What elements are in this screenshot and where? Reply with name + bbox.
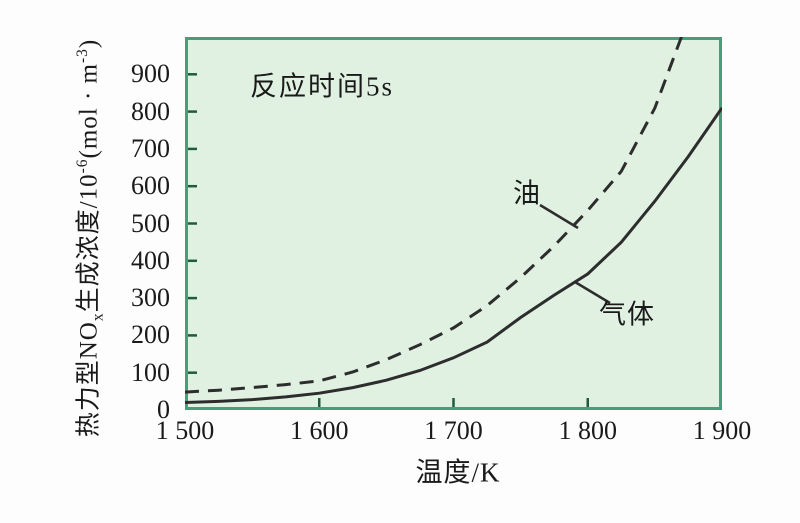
y-tick-label: 400	[131, 245, 170, 275]
y-tick-label: 800	[131, 96, 170, 126]
leader-line	[574, 280, 611, 305]
x-tick-label: 1 900	[692, 416, 752, 445]
axis-frame	[185, 37, 722, 410]
curve-label-oil: 油	[513, 178, 541, 209]
x-tick-label: 1 600	[290, 416, 349, 445]
chart-canvas	[185, 37, 722, 410]
y-tick-label: 500	[131, 208, 170, 238]
y-tick-label: 200	[131, 320, 170, 350]
annotation-reaction-time: 反应时间5s	[249, 71, 395, 102]
x-tick-label: 1 700	[424, 416, 483, 445]
curve-label-gas: 气体	[599, 299, 655, 330]
y-tick-label: 700	[131, 133, 170, 163]
y-tick-label: 300	[131, 283, 170, 313]
y-axis-title-subscript: x	[89, 312, 107, 322]
curve-gas	[185, 107, 722, 404]
x-axis-title: 温度/K	[415, 457, 501, 488]
curve-oil	[185, 37, 684, 394]
y-tick-label: 0	[157, 395, 170, 424]
plot-area	[185, 37, 722, 410]
y-tick-label: 600	[131, 171, 170, 201]
y-tick-label: 100	[131, 357, 170, 387]
x-tick-label: 1 500	[155, 416, 215, 445]
x-tick-label: 1 800	[558, 416, 618, 445]
y-tick-label: 900	[131, 59, 170, 89]
leader-line	[539, 203, 579, 230]
y-axis-title-text: )	[75, 38, 103, 49]
